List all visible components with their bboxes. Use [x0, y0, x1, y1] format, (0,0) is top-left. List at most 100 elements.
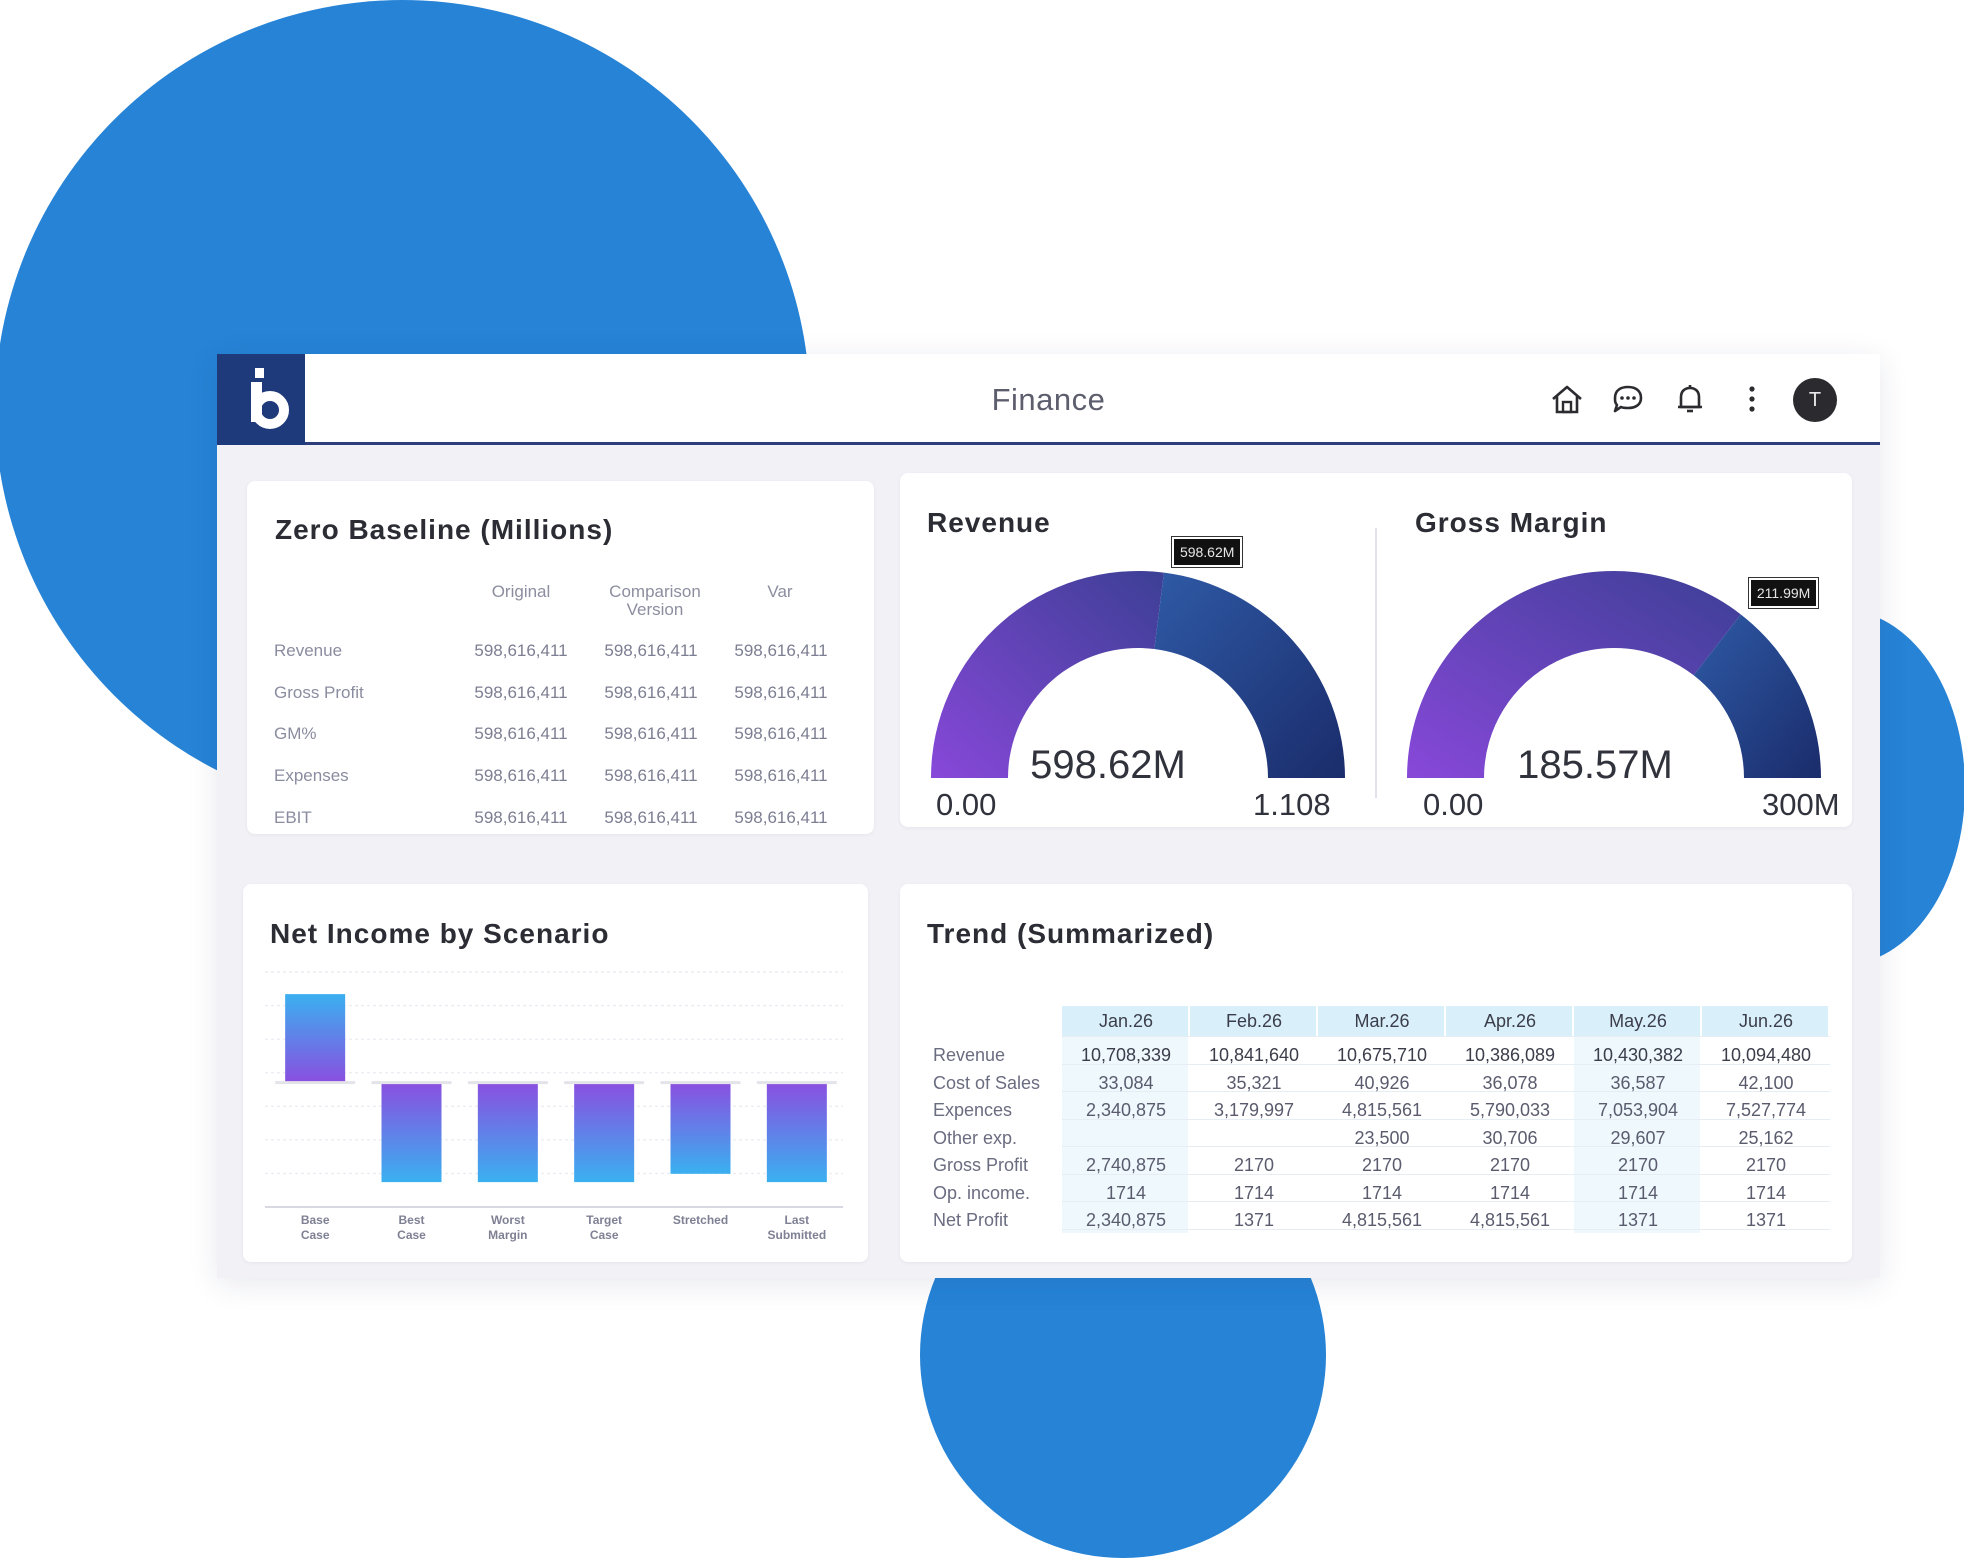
- table-cell: 598,616,411: [604, 683, 698, 702]
- table-cell: 1371: [1233, 1210, 1275, 1230]
- bell-icon[interactable]: [1671, 380, 1709, 418]
- table-cell: 23,500: [1354, 1127, 1410, 1148]
- table-cell: 2170: [1617, 1155, 1659, 1175]
- home-icon[interactable]: [1548, 380, 1586, 418]
- row-label: Net Profit: [933, 1210, 1009, 1230]
- row-label: Expenses: [274, 766, 349, 785]
- gross-margin-gauge-tooltip: 211.99M: [1748, 578, 1819, 609]
- trend-title: Trend (Summarized): [927, 918, 1215, 949]
- logo-icon: [251, 368, 289, 429]
- month-header-bg: [1702, 1006, 1828, 1036]
- table-cell: 598,616,411: [474, 683, 568, 702]
- table-cell: 598,616,411: [734, 683, 828, 702]
- table-cell: 40,926: [1354, 1072, 1410, 1093]
- row-label: Gross Profit: [274, 683, 364, 702]
- bar[interactable]: [285, 994, 346, 1083]
- zero-baseline-title: Zero Baseline (Millions): [275, 514, 614, 545]
- table-cell: 10,430,382: [1592, 1045, 1684, 1065]
- x-tick-label: Worst Margin: [488, 1213, 527, 1242]
- table-cell: 10,841,640: [1208, 1045, 1300, 1065]
- table-cell: 598,616,411: [474, 808, 568, 827]
- table-cell: 29,607: [1610, 1127, 1666, 1148]
- row-label: Revenue: [933, 1045, 1006, 1065]
- table-cell: 598,616,411: [474, 766, 568, 785]
- table-cell: 2170: [1489, 1155, 1531, 1175]
- x-tick-label: Last Submitted: [767, 1213, 826, 1242]
- table-cell: 2,340,875: [1085, 1210, 1167, 1230]
- table-cell: 25,162: [1738, 1127, 1794, 1148]
- row-divider: [1062, 1201, 1830, 1202]
- row-divider: [1062, 1091, 1830, 1092]
- table-cell: 1371: [1745, 1210, 1787, 1230]
- gauges-card: Revenue Gross Margin 598.62M 598.62M 0.0…: [900, 473, 1852, 827]
- finance-dashboard: Finance T Zero Baseline (Millions) Origi…: [217, 354, 1880, 1278]
- gauge-filled-arc: [1407, 571, 1741, 778]
- gauge-divider: [1375, 528, 1377, 798]
- x-tick-label: Target Case: [586, 1213, 622, 1242]
- bar[interactable]: [574, 1082, 635, 1183]
- gauge-remaining-arc: [1693, 614, 1821, 778]
- table-cell: 598,616,411: [474, 724, 568, 743]
- table-cell: 36,587: [1610, 1072, 1666, 1093]
- avatar[interactable]: T: [1793, 378, 1837, 422]
- row-label: Expences: [933, 1100, 1013, 1120]
- page-title: Finance: [991, 382, 1106, 417]
- month-header-bg: [1062, 1006, 1188, 1036]
- gross-margin-gauge-title: Gross Margin: [1415, 507, 1608, 538]
- table-cell: 42,100: [1738, 1072, 1794, 1093]
- table-cell: 1371: [1617, 1210, 1659, 1230]
- row-divider: [1062, 1228, 1830, 1230]
- column-header: Original: [491, 582, 551, 601]
- gross-margin-gauge-max: 300M: [1762, 787, 1840, 822]
- bar[interactable]: [670, 1082, 731, 1174]
- row-divider: [1062, 1063, 1830, 1065]
- table-cell: 598,616,411: [734, 766, 828, 785]
- table-cell: 598,616,411: [734, 724, 828, 743]
- net-income-card: Net Income by Scenario Base Case Best Case W…: [243, 884, 868, 1262]
- gross-margin-gauge: [1407, 571, 1821, 778]
- table-cell: 1714: [1745, 1182, 1787, 1203]
- table-cell: 2170: [1361, 1155, 1403, 1175]
- month-header-bg: [1446, 1006, 1572, 1036]
- column-header: Var: [767, 582, 793, 601]
- table-cell: 4,815,561: [1341, 1100, 1423, 1120]
- row-divider: [1062, 1036, 1830, 1037]
- table-cell: 598,616,411: [734, 641, 828, 660]
- column-header: Comparison Version: [609, 582, 701, 619]
- gauge-filled-arc: [931, 571, 1164, 778]
- table-cell: 2170: [1233, 1155, 1275, 1175]
- row-label: GM%: [274, 724, 317, 743]
- table-cell: 5,790,033: [1469, 1100, 1551, 1120]
- table-cell: 10,386,089: [1464, 1045, 1556, 1065]
- month-header-bg: [1190, 1006, 1316, 1036]
- revenue-gauge-max: 1.108: [1253, 787, 1331, 822]
- chat-icon[interactable]: [1609, 380, 1647, 418]
- more-vertical-icon[interactable]: [1733, 380, 1771, 418]
- row-label: Op. income.: [933, 1182, 1031, 1203]
- month-header-bg: [1574, 1006, 1700, 1036]
- x-tick-label: Base Case: [301, 1213, 330, 1242]
- table-cell: 10,094,480: [1720, 1045, 1812, 1065]
- table-cell: 4,815,561: [1341, 1210, 1423, 1230]
- table-cell: 10,675,710: [1336, 1045, 1428, 1065]
- table-cell: 1714: [1617, 1182, 1659, 1203]
- bar[interactable]: [766, 1082, 827, 1183]
- app-logo[interactable]: [217, 354, 305, 445]
- x-tick-label: Best Case: [397, 1213, 426, 1242]
- column-shade: [1062, 1036, 1188, 1233]
- table-cell: 1714: [1489, 1182, 1531, 1203]
- table-cell: 598,616,411: [604, 641, 698, 660]
- table-cell: 7,053,904: [1597, 1100, 1679, 1120]
- table-cell: 598,616,411: [734, 808, 828, 827]
- table-cell: 2,340,875: [1085, 1100, 1167, 1120]
- zero-baseline-card: Zero Baseline (Millions) Original Compar…: [247, 481, 874, 834]
- gross-margin-gauge-min: 0.00: [1423, 787, 1484, 822]
- top-bar: Finance T: [217, 354, 1880, 445]
- net-income-bar-chart: Base Case Best Case Worst Margin Target Case Str…: [265, 971, 843, 1242]
- table-cell: 35,321: [1226, 1072, 1282, 1093]
- row-label: EBIT: [274, 808, 312, 827]
- bar[interactable]: [477, 1082, 538, 1183]
- table-cell: 7,527,774: [1725, 1100, 1807, 1120]
- bar[interactable]: [381, 1082, 442, 1183]
- month-header-bg: [1318, 1006, 1444, 1036]
